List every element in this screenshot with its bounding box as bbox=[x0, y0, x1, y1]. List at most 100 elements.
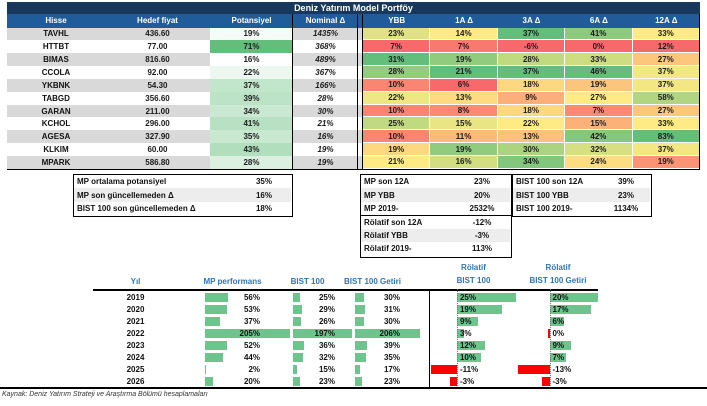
chart-bar-cell: 20% bbox=[205, 376, 290, 388]
nominal-left-border bbox=[291, 14, 293, 169]
chart-rolatif-value: 0% bbox=[552, 329, 565, 338]
nominal-right-border bbox=[356, 14, 358, 169]
potential-cell: 22% bbox=[210, 66, 293, 79]
data-bar-positive bbox=[456, 329, 465, 338]
stock-ticker: GARAN bbox=[7, 104, 105, 118]
data-bar bbox=[205, 317, 221, 326]
chart-value: 52% bbox=[243, 341, 260, 350]
data-bar bbox=[293, 305, 302, 314]
heat-cell: 32% bbox=[565, 143, 633, 156]
chart-bar-cell: 29% bbox=[293, 304, 352, 316]
nominal-change: 30% bbox=[293, 104, 358, 118]
summary-bist-value: 1134% bbox=[613, 203, 639, 213]
chart-value: 30% bbox=[383, 293, 400, 302]
heat-cell: 30% bbox=[497, 143, 566, 156]
data-bar-negative bbox=[431, 365, 457, 374]
data-bar bbox=[205, 305, 227, 314]
chart-header-0: MP performans bbox=[203, 276, 262, 286]
chart-value: 23% bbox=[383, 377, 400, 386]
chart-bar-cell: 53% bbox=[205, 304, 290, 316]
heat-cell: 42% bbox=[565, 130, 633, 144]
heat-cell: 33% bbox=[565, 53, 633, 67]
summary-rolatif-row: Rölatif 2019- 113% bbox=[361, 242, 510, 256]
chart-rolatif-cell: 0% bbox=[518, 328, 598, 340]
chart-rolatif-cell: -3% bbox=[431, 376, 516, 388]
chart-rolatif-cell: 3% bbox=[431, 328, 516, 340]
chart-year: 2021 bbox=[126, 317, 145, 326]
chart-value: 37% bbox=[243, 317, 260, 326]
chart-value: 2% bbox=[248, 365, 260, 374]
summary-mp-label: MP son 12A bbox=[364, 177, 410, 187]
data-bar bbox=[355, 293, 365, 302]
heat-cell: 28% bbox=[497, 53, 566, 67]
data-bar-zero bbox=[547, 329, 550, 338]
chart-value: 31% bbox=[383, 305, 400, 314]
potential-cell: 35% bbox=[210, 130, 293, 144]
chart-rolatif-value: -13% bbox=[552, 365, 572, 374]
chart-value: 32% bbox=[318, 353, 335, 362]
data-bar bbox=[355, 317, 365, 326]
nominal-change: 16% bbox=[293, 130, 358, 144]
data-bar-negative bbox=[542, 377, 550, 386]
column-header-6: 3A Δ bbox=[522, 16, 541, 26]
chart-header-1: BIST 100 bbox=[290, 276, 325, 286]
stock-ticker: HTTBT bbox=[7, 40, 105, 54]
nominal-change: 21% bbox=[293, 117, 358, 131]
heat-cell: -6% bbox=[497, 40, 566, 54]
spacer-cell bbox=[358, 104, 363, 118]
chart-bar-cell: 30% bbox=[355, 316, 420, 328]
chart-rolatif-value: 19% bbox=[459, 305, 476, 314]
chart-bar-cell: 23% bbox=[293, 376, 352, 388]
chart-rolatif-cell: 19% bbox=[431, 304, 516, 316]
chart-year: 2026 bbox=[126, 377, 145, 386]
chart-value: 30% bbox=[383, 317, 400, 326]
chart-year: 2025 bbox=[126, 365, 145, 374]
chart-year: 2024 bbox=[126, 353, 145, 362]
chart-rolatif-value: 3% bbox=[459, 329, 472, 338]
data-bar-positive bbox=[549, 293, 598, 302]
data-bar bbox=[293, 365, 298, 374]
stock-ticker: YKBNK bbox=[7, 78, 105, 92]
chart-value: 26% bbox=[318, 317, 335, 326]
heat-cell: 37% bbox=[632, 66, 700, 79]
chart-value: 25% bbox=[318, 293, 335, 302]
main-table-header-strip bbox=[7, 14, 700, 28]
potential-cell: 39% bbox=[210, 91, 293, 105]
data-bar-positive bbox=[549, 341, 572, 350]
target-price: 77.00 bbox=[105, 40, 210, 54]
footer-divider bbox=[0, 387, 707, 389]
data-bar-negative bbox=[449, 377, 457, 386]
chart-divider bbox=[428, 289, 431, 388]
heat-cell: 27% bbox=[565, 91, 633, 105]
chart-value: 53% bbox=[243, 305, 260, 314]
chart-header-rolatif-0-l1: Rölatif bbox=[461, 262, 486, 272]
chart-bar-cell: 197% bbox=[293, 328, 352, 340]
heat-cell: 19% bbox=[632, 156, 700, 169]
data-bar-positive bbox=[456, 305, 502, 314]
chart-value: 56% bbox=[243, 293, 260, 302]
chart-bar-cell: 44% bbox=[205, 352, 290, 364]
column-header-2: Potansiyel bbox=[231, 16, 272, 26]
potential-cell: 34% bbox=[210, 104, 293, 118]
data-bar bbox=[293, 329, 352, 338]
summary-bist-row: BIST 100 YBB 23% bbox=[513, 188, 650, 202]
chart-header-underline bbox=[93, 289, 598, 291]
spacer-cell bbox=[358, 78, 363, 92]
summary-mp-row: MP son 12A 23% bbox=[361, 175, 510, 189]
chart-value: 44% bbox=[243, 353, 260, 362]
summary-left-value: 35% bbox=[255, 177, 272, 187]
chart-bar-cell: 30% bbox=[355, 292, 420, 304]
chart-year: 2020 bbox=[126, 305, 145, 314]
heat-cell: 37% bbox=[497, 27, 566, 41]
potential-cell: 16% bbox=[210, 53, 293, 67]
summary-bist-value: 23% bbox=[617, 190, 634, 200]
stock-ticker: KCHOL bbox=[7, 117, 105, 131]
data-bar bbox=[205, 329, 290, 338]
chart-bar-cell: 17% bbox=[355, 364, 420, 376]
chart-bar-cell: 36% bbox=[293, 340, 352, 352]
summary-rolatif: Rölatif son 12A -12% Rölatif YBB -3% Rölatif… bbox=[360, 214, 512, 258]
potential-cell: 37% bbox=[210, 78, 293, 92]
heat-cell: 34% bbox=[497, 156, 566, 169]
summary-left-row: BIST 100 son güncellemeden Δ 18% bbox=[74, 201, 291, 216]
